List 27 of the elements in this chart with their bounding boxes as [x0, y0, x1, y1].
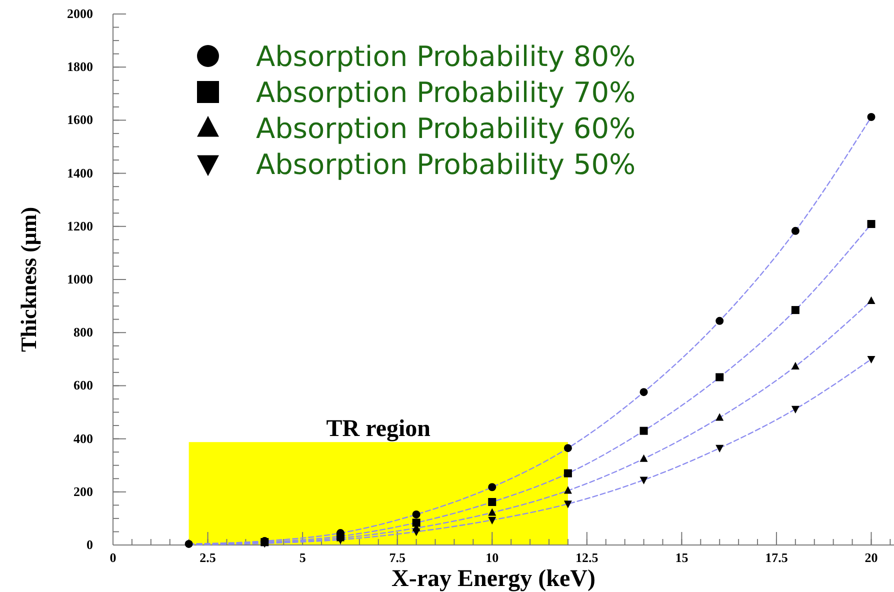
- y-tick-label: 1600: [67, 112, 93, 128]
- legend-label: Absorption Probability 60%: [256, 112, 636, 145]
- y-tick-label: 800: [74, 324, 93, 340]
- x-tick-label: 17.5: [765, 550, 788, 565]
- y-tick-label: 1200: [67, 218, 93, 234]
- y-tick-label: 1400: [67, 165, 93, 180]
- y-tick-label: 0: [86, 537, 93, 552]
- x-tick-label: 7.5: [389, 550, 406, 565]
- y-tick-label: 200: [74, 484, 93, 499]
- y-tick-label: 1000: [67, 272, 93, 286]
- x-tick-label: 10: [486, 550, 499, 565]
- x-axis-title: X-ray Energy (keV): [392, 566, 596, 592]
- y-tick-label: 400: [74, 430, 93, 446]
- x-tick-label: 2.5: [200, 550, 216, 565]
- x-tick-label: 5: [299, 550, 306, 565]
- y-axis-title: Thickness (μm): [16, 206, 41, 352]
- y-tick-label: 600: [74, 378, 93, 393]
- legend-label: Absorption Probability 70%: [256, 76, 636, 109]
- y-tick-label: 1800: [67, 59, 93, 74]
- y-tick-label: 2000: [67, 6, 93, 21]
- x-tick-label: 20: [864, 550, 878, 565]
- x-tick-label: 0: [110, 550, 116, 565]
- legend-label: Absorption Probability 80%: [256, 40, 636, 73]
- x-tick-label: 15: [675, 550, 689, 565]
- band-label: TR region: [326, 416, 431, 442]
- x-tick-label: 12.5: [576, 550, 599, 565]
- legend-label: Absorption Probability 50%: [256, 148, 636, 181]
